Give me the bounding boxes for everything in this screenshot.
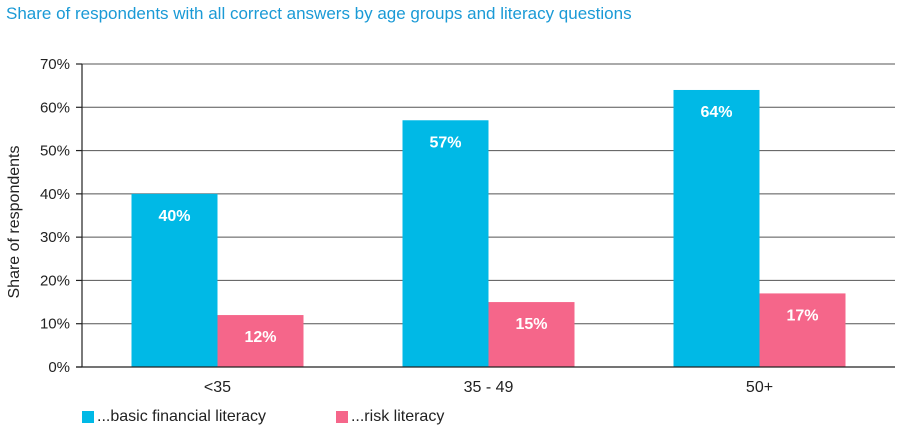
legend-label-basic: ...basic financial literacy bbox=[97, 408, 266, 425]
bar-risk bbox=[217, 315, 304, 367]
legend: ...basic financial literacy ...risk lite… bbox=[82, 408, 444, 426]
bar-basic bbox=[402, 120, 489, 368]
bar-basic bbox=[673, 89, 760, 367]
legend-label-risk: ...risk literacy bbox=[350, 408, 445, 425]
x-axis-categories: <35 35 - 49 50+ bbox=[204, 379, 773, 396]
y-tick-label: 0% bbox=[48, 359, 70, 376]
bars bbox=[131, 89, 846, 368]
x-category-label: 50+ bbox=[746, 379, 773, 396]
bar-value-label: 64% bbox=[700, 104, 732, 121]
legend-swatch-risk bbox=[335, 411, 348, 423]
y-tick-label: 10% bbox=[40, 316, 70, 333]
data-labels: 40% 12% 57% 15% 64% 17% bbox=[158, 104, 818, 346]
y-tick-label: 40% bbox=[40, 186, 70, 203]
bar-value-label: 12% bbox=[244, 329, 276, 346]
y-tick-label: 70% bbox=[40, 56, 70, 73]
bar-basic bbox=[131, 193, 218, 367]
bar-value-label: 40% bbox=[158, 208, 190, 225]
y-axis-title: Share of respondents bbox=[6, 146, 23, 299]
y-tick-label: 30% bbox=[40, 229, 70, 246]
y-axis-ticks: 0% 10% 20% 30% 40% 50% 60% 70% bbox=[40, 56, 82, 376]
x-category-label: <35 bbox=[204, 379, 231, 396]
bar-value-label: 17% bbox=[786, 307, 818, 324]
bar-value-label: 15% bbox=[515, 316, 547, 333]
bar-risk bbox=[488, 302, 575, 367]
y-tick-label: 50% bbox=[40, 143, 70, 160]
legend-item-risk: ...risk literacy bbox=[335, 408, 445, 426]
legend-item-basic: ...basic financial literacy bbox=[82, 408, 266, 426]
x-category-label: 35 - 49 bbox=[464, 379, 514, 396]
y-tick-label: 20% bbox=[40, 272, 70, 289]
bar-value-label: 57% bbox=[429, 134, 461, 151]
y-tick-label: 60% bbox=[40, 99, 70, 116]
legend-swatch-basic bbox=[82, 411, 94, 423]
chart-title: Share of respondents with all correct an… bbox=[6, 4, 632, 23]
bar-risk bbox=[759, 293, 846, 367]
